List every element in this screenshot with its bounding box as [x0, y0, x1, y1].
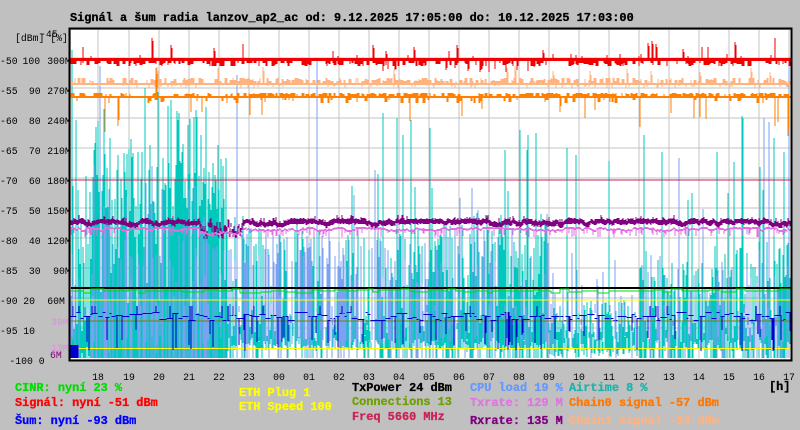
svg-text:Signál: nyní -51 dBm: Signál: nyní -51 dBm	[15, 396, 158, 410]
svg-text:Connections 13: Connections 13	[352, 395, 452, 409]
svg-text:19: 19	[123, 372, 135, 383]
svg-text:09: 09	[543, 372, 555, 383]
svg-text:80: 80	[29, 116, 41, 127]
svg-text:60M: 60M	[47, 296, 65, 307]
svg-text:240M: 240M	[47, 116, 71, 127]
svg-text:-65: -65	[0, 146, 18, 157]
svg-text:Rxrate: 135 M: Rxrate: 135 M	[470, 414, 563, 428]
svg-text:23: 23	[243, 372, 255, 383]
svg-text:06: 06	[453, 372, 465, 383]
svg-text:120M: 120M	[47, 236, 71, 247]
svg-text:17: 17	[783, 372, 795, 383]
svg-text:11: 11	[603, 372, 615, 383]
svg-text:-100: -100	[9, 356, 33, 367]
svg-text:TxPower 24 dBm: TxPower 24 dBm	[352, 381, 452, 395]
svg-text:210M: 210M	[47, 146, 71, 157]
svg-text:Txrate: 129 M: Txrate: 129 M	[470, 396, 563, 410]
svg-text:13M: 13M	[51, 343, 69, 354]
svg-text:-45: -45	[40, 29, 58, 40]
svg-text:ETH Speed 100: ETH Speed 100	[239, 400, 332, 414]
svg-text:CINR: nyní 23 %: CINR: nyní 23 %	[15, 381, 123, 395]
svg-text:70: 70	[29, 146, 41, 157]
svg-text:-50: -50	[0, 56, 18, 67]
svg-text:-55: -55	[0, 86, 18, 97]
svg-text:08: 08	[513, 372, 525, 383]
svg-text:Signál a šum radia lanzov_ap2_: Signál a šum radia lanzov_ap2_ac od: 9.1…	[70, 11, 634, 25]
svg-text:07: 07	[483, 372, 495, 383]
svg-text:39M: 39M	[51, 317, 69, 328]
svg-text:21: 21	[183, 372, 195, 383]
svg-text:02: 02	[333, 372, 345, 383]
svg-text:[dBm] [%]: [dBm] [%]	[15, 33, 68, 44]
svg-text:04: 04	[393, 372, 405, 383]
svg-text:-90: -90	[0, 296, 18, 307]
svg-text:Freq 5660 MHz: Freq 5660 MHz	[352, 410, 445, 424]
svg-text:Chain0 signal -57 dBm: Chain0 signal -57 dBm	[569, 396, 719, 410]
svg-text:90M: 90M	[53, 266, 71, 277]
svg-text:10: 10	[573, 372, 585, 383]
svg-text:ETH Plug 1: ETH Plug 1	[239, 386, 310, 400]
svg-text:90: 90	[29, 86, 41, 97]
svg-text:100: 100	[23, 56, 41, 67]
svg-text:12: 12	[633, 372, 645, 383]
svg-text:[h]: [h]	[769, 380, 790, 394]
svg-text:150M: 150M	[47, 206, 71, 217]
svg-text:-95: -95	[0, 326, 18, 337]
svg-text:270M: 270M	[47, 86, 71, 97]
svg-text:-70: -70	[0, 176, 18, 187]
svg-text:20: 20	[23, 296, 35, 307]
svg-text:15: 15	[723, 372, 735, 383]
svg-text:14: 14	[693, 372, 705, 383]
svg-text:Šum: nyní -93 dBm: Šum: nyní -93 dBm	[15, 413, 136, 428]
svg-text:03: 03	[363, 372, 375, 383]
svg-text:13: 13	[663, 372, 675, 383]
svg-text:180M: 180M	[47, 176, 71, 187]
svg-text:01: 01	[303, 372, 315, 383]
svg-text:20: 20	[153, 372, 165, 383]
svg-text:40: 40	[29, 236, 41, 247]
svg-text:Chain1 signal -54 dBm: Chain1 signal -54 dBm	[569, 414, 719, 428]
svg-text:-80: -80	[0, 236, 18, 247]
svg-text:00: 00	[273, 372, 285, 383]
svg-text:6M: 6M	[50, 350, 62, 361]
svg-text:-85: -85	[0, 266, 18, 277]
svg-text:-75: -75	[0, 206, 18, 217]
svg-text:18: 18	[92, 372, 104, 383]
svg-text:60: 60	[29, 176, 41, 187]
svg-text:50: 50	[29, 206, 41, 217]
svg-text:0: 0	[39, 356, 45, 367]
svg-text:16: 16	[753, 372, 765, 383]
svg-text:22: 22	[213, 372, 225, 383]
svg-text:Airtime 8 %: Airtime 8 %	[569, 381, 648, 395]
svg-text:30: 30	[29, 266, 41, 277]
svg-text:300M: 300M	[47, 56, 71, 67]
svg-text:05: 05	[423, 372, 435, 383]
svg-text:CPU load 19 %: CPU load 19 %	[470, 381, 564, 395]
svg-text:10: 10	[23, 326, 35, 337]
svg-text:-60: -60	[0, 116, 18, 127]
